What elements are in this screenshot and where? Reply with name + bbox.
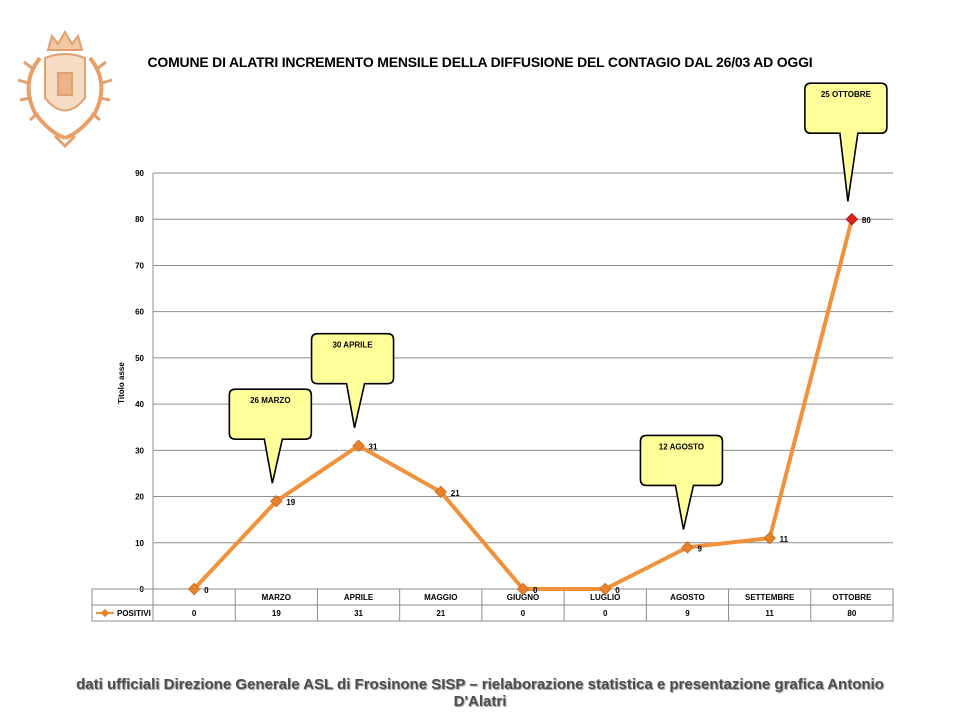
data-table-cell: 0 <box>603 609 608 618</box>
x-tick-label: LUGLIO <box>590 593 620 602</box>
callout-label: 25 OTTOBRE <box>821 90 872 99</box>
data-point <box>352 439 365 452</box>
data-label: 11 <box>780 535 789 544</box>
y-axis-title: Titolo asse <box>117 362 126 404</box>
callout-label: 26 MARZO <box>250 396 290 405</box>
data-label: 0 <box>615 586 620 595</box>
data-label: 19 <box>286 498 295 507</box>
callout-box <box>310 332 395 428</box>
x-tick-label: SETTEMBRE <box>745 593 795 602</box>
data-point <box>434 485 448 499</box>
coat-of-arms-icon <box>10 28 120 158</box>
data-point <box>270 494 283 508</box>
y-tick-label: 40 <box>135 400 144 409</box>
y-tick-label: 70 <box>135 261 144 270</box>
y-tick-label: 50 <box>135 354 144 363</box>
data-table-cell: 9 <box>685 609 690 618</box>
y-tick-label: 30 <box>135 446 144 455</box>
data-label: 80 <box>862 216 871 225</box>
data-label: 9 <box>697 544 702 553</box>
data-table-cell: 0 <box>521 609 526 618</box>
x-tick-label: APRILE <box>344 593 374 602</box>
x-tick-label: MAGGIO <box>424 593 457 602</box>
data-label: 21 <box>451 489 460 498</box>
legend-label: POSITIVI <box>117 609 151 618</box>
callout-box <box>228 388 313 484</box>
data-table-cell: 11 <box>765 609 774 618</box>
x-tick-label: GIUGNO <box>507 593 539 602</box>
y-tick-label: 80 <box>135 215 144 224</box>
data-point <box>845 212 859 226</box>
callout-label: 30 APRILE <box>332 341 373 350</box>
callout-box <box>639 434 724 530</box>
y-tick-label: 20 <box>135 493 144 502</box>
callout-label: 12 AGOSTO <box>659 442 704 451</box>
data-table-cell: 31 <box>354 609 363 618</box>
x-tick-label: OTTOBRE <box>832 593 872 602</box>
y-tick-label: 90 <box>135 169 144 178</box>
footer-credits: dati ufficiali Direzione Generale ASL di… <box>76 676 884 710</box>
data-point <box>681 541 694 554</box>
y-tick-label: 10 <box>135 539 144 548</box>
data-point <box>598 582 612 596</box>
callout-box <box>804 82 888 202</box>
data-table-cell: 0 <box>192 609 197 618</box>
data-label: 0 <box>204 586 209 595</box>
data-table-cell: 80 <box>847 609 856 618</box>
data-table-cell: 19 <box>272 609 281 618</box>
data-point <box>187 582 201 596</box>
legend-marker <box>100 608 110 618</box>
page-title: COMUNE DI ALATRI INCREMENTO MENSILE DELL… <box>147 54 813 70</box>
x-tick-label: MARZO <box>262 593 291 602</box>
data-point <box>763 531 776 545</box>
y-tick-label: 60 <box>135 308 144 317</box>
data-label: 31 <box>369 443 378 452</box>
data-point <box>516 582 530 596</box>
data-table-cell: 21 <box>436 609 445 618</box>
data-label: 0 <box>533 586 538 595</box>
x-tick-label: AGOSTO <box>670 593 705 602</box>
